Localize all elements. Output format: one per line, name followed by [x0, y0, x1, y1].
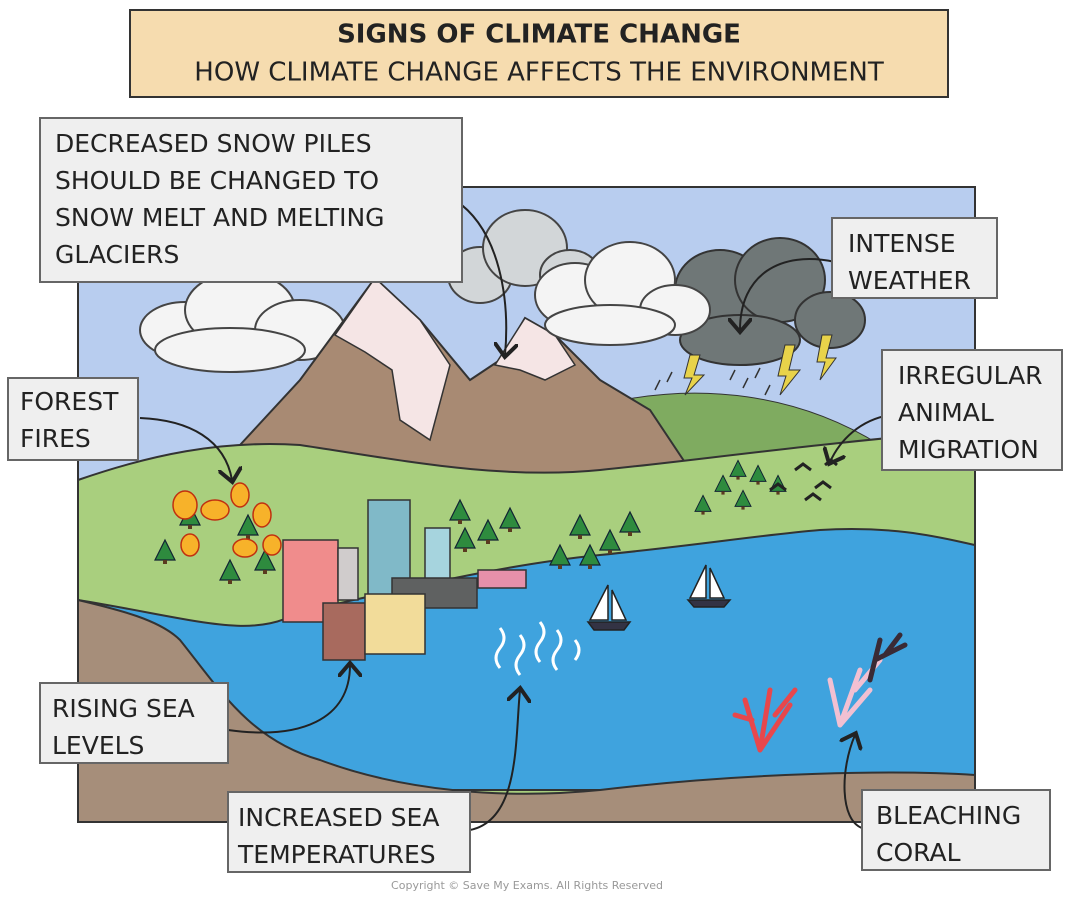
- copyright: Copyright © Save My Exams. All Rights Re…: [391, 879, 663, 892]
- label-text: IRREGULAR: [898, 361, 1043, 390]
- label-text: GLACIERS: [55, 240, 179, 269]
- label-text: DECREASED SNOW PILES: [55, 129, 372, 158]
- label-text: FIRES: [20, 424, 91, 453]
- label-text: SHOULD BE CHANGED TO: [55, 166, 379, 195]
- label-text: SNOW MELT AND MELTING: [55, 203, 385, 232]
- label-text: MIGRATION: [898, 435, 1039, 464]
- label-text: RISING SEA: [52, 694, 195, 723]
- label-text: LEVELS: [52, 731, 144, 760]
- label-text: FOREST: [20, 387, 119, 416]
- label-text: WEATHER: [848, 266, 971, 295]
- diagram: SIGNS OF CLIMATE CHANGE HOW CLIMATE CHAN…: [0, 0, 1067, 899]
- header-subtitle: HOW CLIMATE CHANGE AFFECTS THE ENVIRONME…: [194, 58, 884, 88]
- label-text: CORAL: [876, 838, 961, 867]
- label-text: ANIMAL: [898, 398, 994, 427]
- label-text: INCREASED SEA: [238, 803, 439, 832]
- label-text: BLEACHING: [876, 801, 1021, 830]
- label-text: INTENSE: [848, 229, 956, 258]
- label-text: TEMPERATURES: [237, 840, 436, 869]
- header-title: SIGNS OF CLIMATE CHANGE: [337, 20, 741, 50]
